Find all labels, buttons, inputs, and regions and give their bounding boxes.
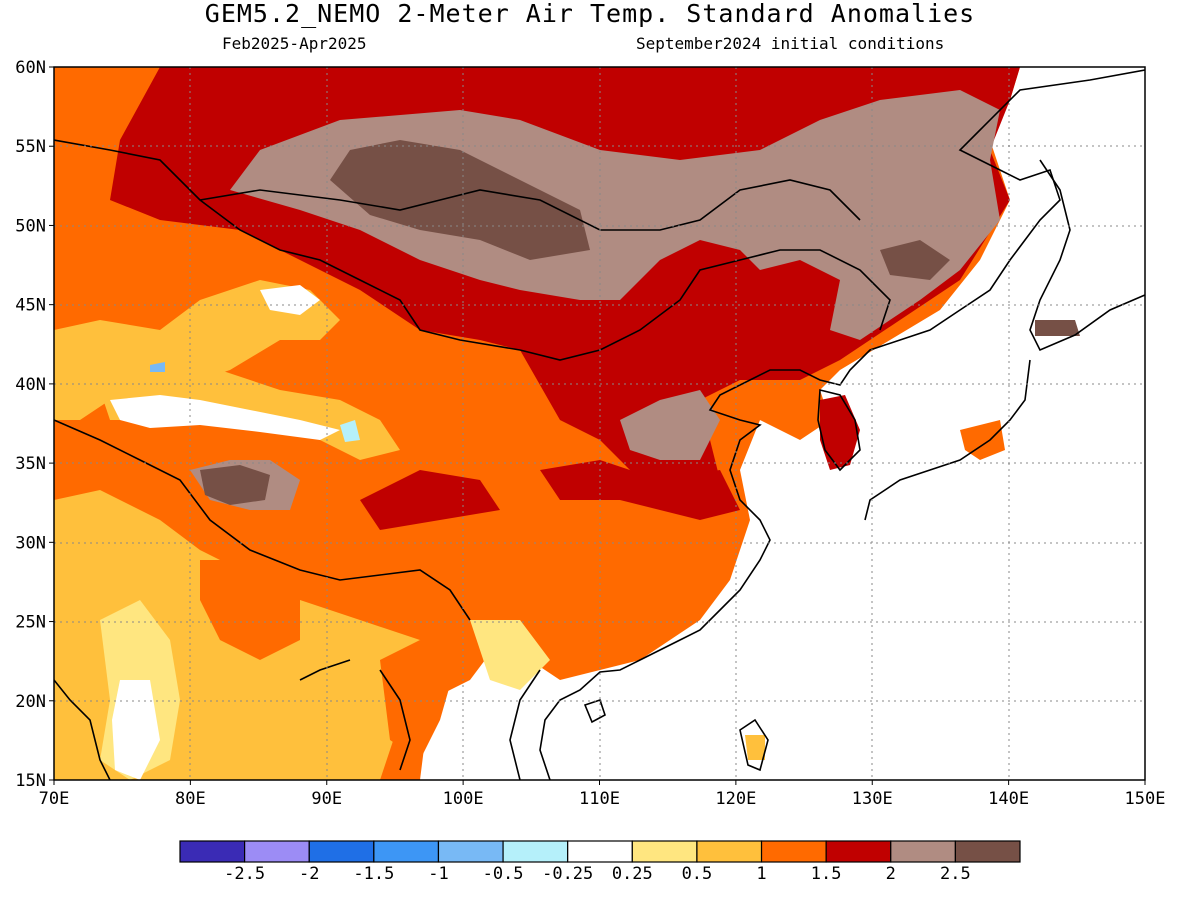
lat-tick-label: 45N (15, 296, 46, 316)
lat-tick-label: 30N (15, 533, 46, 553)
korea-peninsula (817, 388, 861, 472)
legend-label: 2.5 (940, 864, 971, 884)
legend-swatch (179, 840, 246, 863)
region-anomaly-0.5-indochina (470, 620, 550, 690)
region-anomaly-2-south (540, 460, 740, 520)
legend-label: -2 (298, 864, 320, 884)
forecast-period: Feb2025-Apr2025 (222, 34, 367, 53)
himalaya-border (54, 419, 471, 621)
legend-swatch (890, 840, 956, 863)
bay-of-bengal-coast (379, 669, 411, 771)
lat-tick-label: 20N (15, 692, 46, 712)
taiwan-island (739, 718, 769, 772)
japan-honshu (864, 359, 1031, 521)
lon-tick-label: 80E (175, 789, 206, 809)
region-anomaly-1-northwest (54, 280, 340, 420)
legend-swatch (308, 840, 375, 863)
lon-tick-label: 100E (443, 789, 484, 809)
initial-conditions: September2024 initial conditions (636, 34, 945, 53)
region-anomaly-neg-0.5 (150, 362, 165, 372)
legend-swatch (437, 840, 504, 863)
legend-swatch (760, 840, 827, 863)
region-anomaly-neg-0.25 (340, 420, 360, 442)
legend-swatch (567, 840, 633, 863)
legend-label: -2.5 (224, 864, 266, 884)
bangladesh-coast (299, 659, 351, 681)
lon-tick-label: 150E (1125, 789, 1166, 809)
lon-tick-label: 90E (311, 789, 342, 809)
indochina-coast (509, 669, 541, 780)
lon-tick-label: 130E (852, 789, 893, 809)
hainan-island (583, 698, 606, 724)
legend-swatch (631, 840, 698, 863)
longitude-axis: 70E 80E 90E 100E 110E 120E 130E 140E 150E (39, 780, 1166, 809)
region-near-zero-north (260, 285, 320, 315)
russia-border (199, 179, 861, 231)
legend-label: -0.5 (482, 864, 524, 884)
lon-tick-label: 70E (39, 789, 70, 809)
legend-label: -1 (428, 864, 449, 884)
legend-swatch (502, 840, 569, 863)
region-anomaly-2-korea (820, 395, 860, 470)
legend-label: -1.5 (353, 864, 395, 884)
coastlines (54, 69, 1145, 780)
legend-swatch (244, 840, 310, 863)
legend-swatch (954, 840, 1021, 863)
region-anomaly-1-taiwan (745, 735, 765, 760)
region-anomaly-1.5-japan (960, 420, 1005, 460)
lat-tick-label: 25N (15, 613, 46, 633)
map-title: GEM5.2_NEMO 2-Meter Air Temp. Standard A… (204, 0, 976, 28)
lon-tick-label: 110E (579, 789, 620, 809)
legend-swatch (825, 840, 892, 863)
legend-label: 1.5 (810, 864, 842, 884)
latitude-axis: 15N 20N 25N 30N 35N 40N 45N 50N 55N 60N (15, 58, 54, 791)
region-anomaly-1.5-india (200, 560, 300, 660)
legend-label: -0.25 (542, 864, 594, 884)
region-anomaly-high-tibet (200, 465, 270, 505)
region-near-zero-india (112, 680, 160, 780)
lon-tick-label: 140E (988, 789, 1029, 809)
lat-tick-label: 50N (15, 216, 46, 236)
gridlines (54, 67, 1145, 780)
lat-tick-label: 40N (15, 375, 46, 395)
lon-tick-label: 120E (715, 789, 756, 809)
region-anomaly-near-zero (110, 395, 340, 440)
legend-label: 0.25 (611, 864, 653, 884)
india-west-coast (54, 679, 111, 780)
legend-swatch (373, 840, 440, 863)
region-anomaly-high-hokkaido (1035, 320, 1080, 336)
sakhalin-hokkaido (1029, 159, 1145, 352)
anomaly-field (54, 67, 1145, 780)
legend-label: 2 (885, 864, 896, 884)
mongolia-border (54, 139, 891, 361)
legend-label: 1 (756, 864, 767, 884)
legend-swatch (696, 840, 763, 863)
lat-tick-label: 55N (15, 137, 46, 157)
lat-tick-label: 60N (15, 58, 46, 78)
region-anomaly-2.5-east (620, 390, 720, 460)
region-anomaly-high-mongolia (330, 140, 590, 260)
region-anomaly-1.5-bay (380, 640, 460, 760)
lat-tick-label: 35N (15, 454, 46, 474)
region-anomaly-high-manchuria (880, 240, 950, 280)
color-legend (179, 840, 1021, 863)
region-anomaly-2-west (360, 470, 500, 530)
legend-label: 0.5 (681, 864, 713, 884)
lat-tick-label: 15N (15, 771, 46, 791)
